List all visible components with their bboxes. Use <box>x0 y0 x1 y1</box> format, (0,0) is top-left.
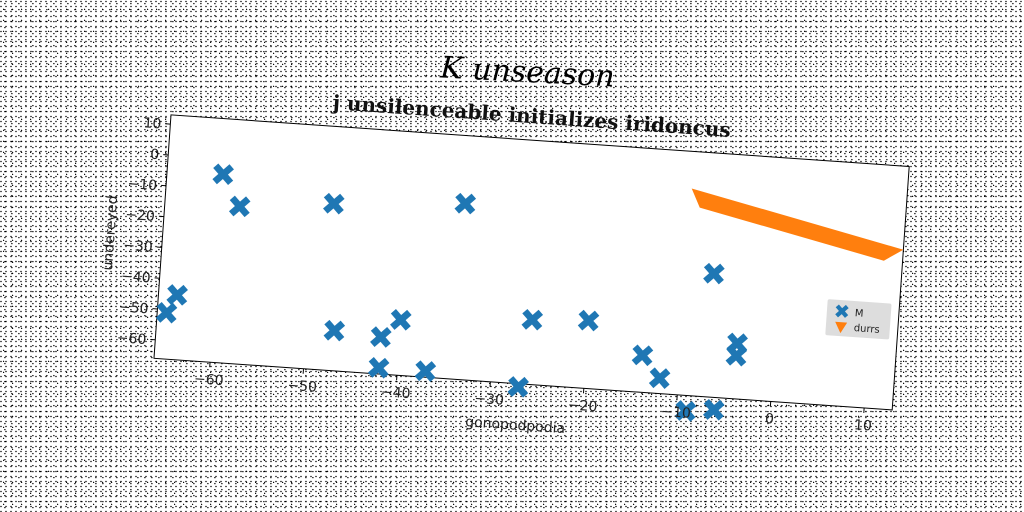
x-tick-label: −30 <box>474 391 505 409</box>
legend: M durrs <box>825 299 892 340</box>
x-axis-ticks: −60 −50 −40 −30 −20 −10 0 10 <box>193 362 872 435</box>
y-axis-ticks: 10 0 −10 −20 −30 −40 −50 −60 <box>116 115 171 348</box>
data-point-4 <box>166 284 188 306</box>
y-axis-label: undereyed <box>100 195 121 271</box>
figure-title: K unseason <box>438 50 615 94</box>
x-axis-label: gonopodpodia <box>465 414 566 437</box>
legend-label-durrs: durrs <box>853 323 880 336</box>
data-point-5 <box>155 301 178 324</box>
y-tick-label: 0 <box>150 147 160 164</box>
x-tick-label: 10 <box>853 417 872 434</box>
data-point-8 <box>390 309 412 331</box>
data-point-3 <box>454 192 477 215</box>
data-point-10 <box>414 360 437 382</box>
data-point-20 <box>703 399 725 421</box>
x-tick-label: −60 <box>193 371 224 389</box>
legend-x-marker <box>835 304 849 318</box>
x-tick-label: −50 <box>287 378 318 396</box>
legend-marker-durrs <box>835 321 848 334</box>
y-tick-label: −60 <box>116 330 147 348</box>
data-point-14 <box>631 344 654 367</box>
data-point-6 <box>323 319 346 342</box>
y-tick-label: −50 <box>118 299 149 317</box>
data-point-11 <box>521 308 544 331</box>
data-point-13 <box>507 376 529 398</box>
series-durrs <box>691 188 904 261</box>
data-point-16 <box>703 262 725 285</box>
data-point-19 <box>674 400 697 422</box>
x-tick-label: −40 <box>380 384 411 402</box>
data-point-12 <box>577 309 600 332</box>
y-tick-label: −30 <box>123 238 154 256</box>
data-point-18 <box>725 344 748 367</box>
legend-marker-M <box>835 304 849 318</box>
series-M <box>155 163 748 422</box>
data-point-9 <box>367 357 390 379</box>
data-point-7 <box>370 326 392 348</box>
x-tick-label: −10 <box>661 404 692 422</box>
data-point-1 <box>228 195 251 218</box>
data-point-15 <box>648 367 671 389</box>
data-point-0 <box>212 163 234 186</box>
x-tick-label: 0 <box>764 411 774 428</box>
y-tick-label: −40 <box>121 269 152 287</box>
durrs-band <box>691 188 904 261</box>
x-tick-label: −20 <box>567 397 598 415</box>
y-tick-label: −20 <box>125 207 156 225</box>
y-tick-label: 10 <box>143 115 162 132</box>
plot-area <box>153 114 910 411</box>
y-tick-label: −10 <box>127 176 158 194</box>
legend-triangle-marker <box>835 321 848 334</box>
legend-label-M: M <box>854 308 863 320</box>
data-point-2 <box>323 192 345 215</box>
